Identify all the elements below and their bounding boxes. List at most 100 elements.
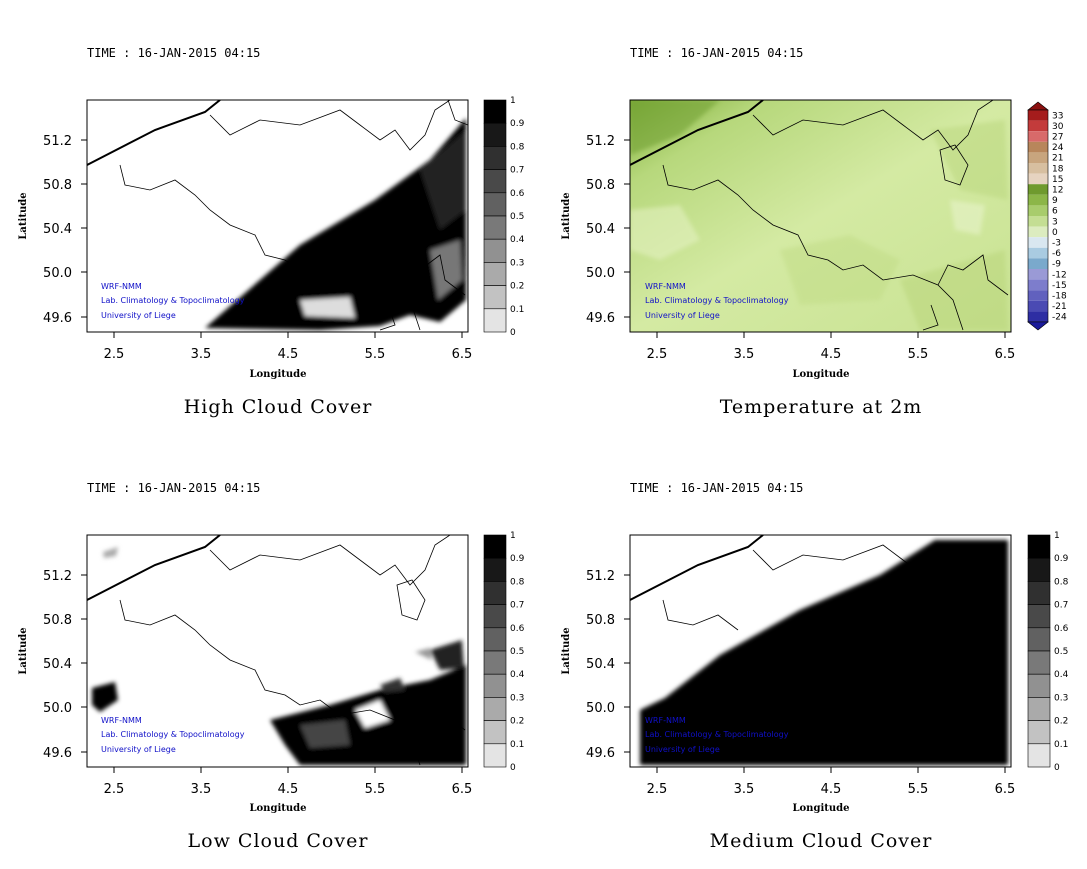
- cloud-field: [640, 540, 1008, 765]
- borders: [119, 100, 468, 331]
- colorbar-label: 18: [1052, 164, 1064, 174]
- colorbar-label: 0.6: [1054, 624, 1069, 634]
- colorbar-swatch: [483, 192, 507, 217]
- colorbar-label: 0.3: [510, 258, 524, 268]
- credit-university: University of Liege: [645, 311, 720, 320]
- credits: WRF-NMM Lab. Climatology & Topoclimatolo…: [645, 282, 789, 320]
- time-label: TIME : 16-JAN-2015 04:15: [87, 481, 260, 495]
- y-tick: 50.4: [586, 657, 615, 672]
- plot-frame: [629, 534, 1012, 768]
- colorbar-label: 30: [1052, 122, 1064, 132]
- colorbar-label: 0.4: [510, 235, 525, 245]
- panel-title: Low Cloud Cover: [188, 830, 369, 852]
- y-tick: 50.0: [586, 266, 615, 281]
- map-area: WRF-NMM Lab. Climatology & Topoclimatolo…: [630, 100, 1011, 332]
- colorbar-swatch: [1028, 194, 1048, 206]
- colorbar-swatch: [483, 743, 507, 768]
- x-tick-labels: 2.5 3.5 4.5 5.5 6.5: [104, 347, 473, 362]
- credit-university: University of Liege: [101, 311, 176, 320]
- temperature-patches: [630, 100, 1008, 330]
- colorbar-swatch: [483, 650, 507, 675]
- colorbar-label: 0.1: [510, 740, 524, 750]
- colorbar-label: 0.4: [510, 670, 525, 680]
- time-label: TIME : 16-JAN-2015 04:15: [630, 46, 803, 60]
- colorbar-swatch: [483, 122, 507, 147]
- credit-lab: Lab. Climatology & Topoclimatology: [101, 730, 245, 739]
- panel-medium-cloud: TIME : 16-JAN-2015 04:15 WRF-NMM Lab. Cl…: [561, 481, 1069, 852]
- y-tick: 50.8: [586, 613, 615, 628]
- x-tick: 5.5: [365, 782, 386, 797]
- colorbar-label: 0.1: [510, 305, 524, 315]
- colorbar-swatch: [1028, 237, 1048, 248]
- x-tick: 5.5: [908, 347, 929, 362]
- x-tick-labels: 2.5 3.5 4.5 5.5 6.5: [647, 347, 1016, 362]
- x-tick: 5.5: [365, 347, 386, 362]
- x-tick: 4.5: [278, 782, 299, 797]
- time-label: TIME : 16-JAN-2015 04:15: [630, 481, 803, 495]
- y-axis-label: Latitude: [18, 627, 29, 674]
- colorbar-swatch: [1028, 279, 1048, 291]
- y-tick-labels: 51.2 50.8 50.4 50.0 49.6: [43, 569, 72, 761]
- colorbar-label: 0.4: [1054, 670, 1069, 680]
- plot-frame: [86, 99, 469, 333]
- colorbar-swatch: [483, 557, 507, 582]
- colorbar-swatch: [483, 146, 507, 170]
- colorbar-swatch: [483, 581, 507, 605]
- colorbar-label: -3: [1052, 239, 1061, 249]
- colorbar-swatch: [1027, 627, 1051, 652]
- credit-university: University of Liege: [101, 745, 176, 754]
- cloud-field: [205, 118, 466, 330]
- y-axis: [624, 139, 630, 318]
- map-area: WRF-NMM Lab. Climatology & Topoclimatolo…: [87, 535, 468, 767]
- x-tick: 3.5: [734, 782, 755, 797]
- colorbar-label: 9: [1052, 196, 1058, 206]
- colorbar: 1 0.9 0.8 0.7 0.6 0.5 0.4 0.3 0.2 0.1 0: [483, 96, 525, 338]
- colorbar: 1 0.9 0.8 0.7 0.6 0.5 0.4 0.3 0.2 0.1 0: [483, 531, 525, 773]
- colorbar-label: 0.1: [1054, 740, 1068, 750]
- colorbar-swatch: [1028, 163, 1048, 174]
- x-axis-label: Longitude: [792, 369, 849, 380]
- colorbar-swatch: [1028, 290, 1048, 301]
- y-tick-labels: 51.2 50.8 50.4 50.0 49.6: [586, 134, 615, 326]
- colorbar-label: 0.9: [1054, 554, 1069, 564]
- colorbar-swatch: [1027, 697, 1051, 721]
- y-tick: 49.6: [43, 746, 72, 761]
- borders: [662, 544, 939, 631]
- y-tick: 50.8: [43, 178, 72, 193]
- x-axis-label: Longitude: [249, 369, 306, 380]
- colorbar-swatch: [483, 627, 507, 652]
- y-tick: 50.0: [43, 701, 72, 716]
- colorbar-swatch: [1027, 720, 1051, 745]
- colorbar-label: 0.2: [510, 282, 524, 292]
- y-axis: [81, 139, 87, 318]
- colorbar-swatch: [483, 534, 507, 559]
- y-tick: 51.2: [43, 134, 72, 149]
- colorbar-swatch: [1028, 247, 1048, 259]
- x-tick-labels: 2.5 3.5 4.5 5.5 6.5: [647, 782, 1016, 797]
- colorbar-label: -9: [1052, 260, 1061, 270]
- credits: WRF-NMM Lab. Climatology & Topoclimatolo…: [645, 716, 789, 754]
- colorbar-label: 0.2: [510, 717, 524, 727]
- x-tick: 4.5: [821, 347, 842, 362]
- x-tick: 6.5: [452, 347, 473, 362]
- x-tick: 6.5: [995, 782, 1016, 797]
- credits: WRF-NMM Lab. Climatology & Topoclimatolo…: [101, 716, 245, 754]
- x-tick: 3.5: [191, 347, 212, 362]
- colorbar-swatch: [1027, 604, 1051, 629]
- y-tick: 51.2: [586, 134, 615, 149]
- colorbar-swatch: [1028, 311, 1048, 322]
- y-axis: [624, 574, 630, 753]
- credit-lab: Lab. Climatology & Topoclimatology: [645, 296, 789, 305]
- colorbar: 33302724211815129630-3-6-9-12-15-18-21-2…: [1027, 101, 1067, 331]
- y-tick: 50.0: [43, 266, 72, 281]
- colorbar-swatch: [1028, 226, 1048, 238]
- colorbar-swatch: [483, 99, 507, 124]
- colorbar-min-arrow: [1027, 321, 1049, 331]
- credit-lab: Lab. Climatology & Topoclimatology: [645, 730, 789, 739]
- x-axis: [656, 767, 1006, 773]
- colorbar-label: 15: [1052, 175, 1063, 185]
- y-tick: 51.2: [586, 569, 615, 584]
- colorbar-label: 0.7: [510, 166, 524, 176]
- colorbar-swatch: [1028, 205, 1048, 216]
